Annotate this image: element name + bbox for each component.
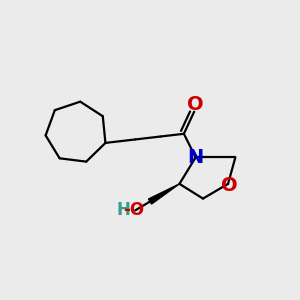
Text: O: O [221, 176, 238, 195]
Text: N: N [188, 148, 204, 167]
Polygon shape [148, 184, 179, 204]
Text: -O: -O [123, 201, 144, 219]
Text: O: O [187, 95, 204, 114]
Text: H: H [117, 201, 130, 219]
